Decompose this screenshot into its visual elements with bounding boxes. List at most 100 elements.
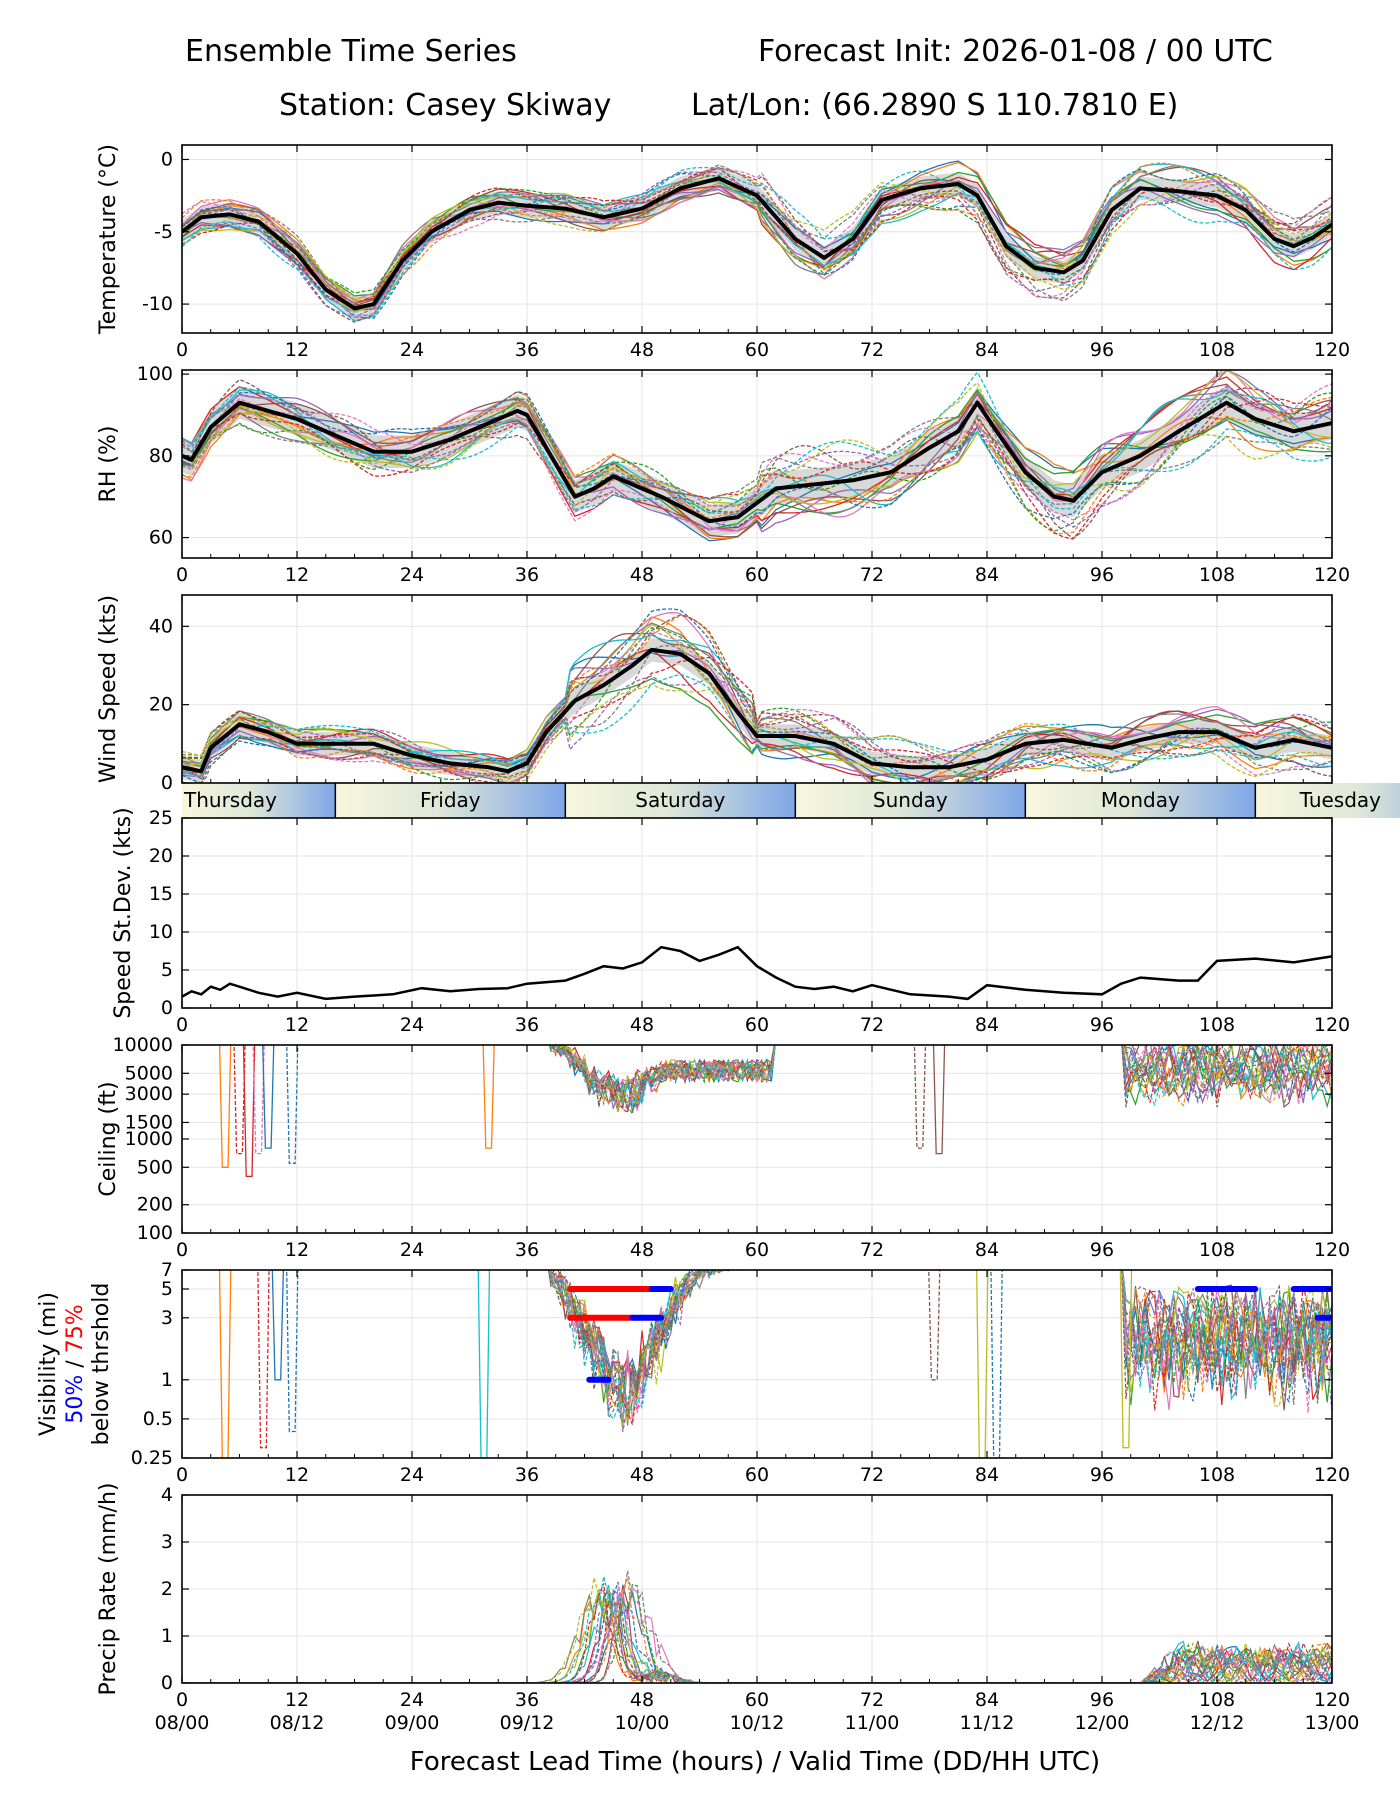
member-line-9: [182, 370, 1332, 506]
day-label-saturday: Saturday: [635, 788, 725, 812]
x-tick-label: 0: [176, 1239, 188, 1261]
grid-rh: [181, 370, 1333, 558]
member-line-1: [549, 1270, 1332, 1392]
threshold-legend-75: 75%: [63, 1304, 88, 1353]
x-ticks-rh: 0 12 24 36 48 60 72 84 96 108 120: [176, 370, 1350, 586]
valid-time-label: 09/00: [385, 1712, 440, 1734]
x-tick-label: 60: [745, 339, 769, 361]
panel-precip_rate: 008/001208/122409/003609/124810/006010/1…: [96, 1483, 1359, 1734]
member-spike: [286, 1270, 299, 1433]
member-line-15: [548, 1270, 1332, 1433]
threshold-legend-50: 50%: [63, 1375, 88, 1424]
day-band-segment: [1025, 783, 1256, 818]
y-tick-label: 80: [149, 445, 173, 467]
y-tick-label: 25: [149, 807, 173, 829]
y-axis-label: Temperature (°C): [96, 144, 121, 335]
x-tick-label: 120: [1314, 339, 1350, 361]
figure-title-left: Ensemble Time Series: [185, 34, 517, 69]
x-tick-label: 72: [860, 564, 884, 586]
x-ticks-visibility: 0 12 24 36 48 60 72 84 96 108 120: [176, 1270, 1350, 1486]
x-ticks-speed_stdev: 0 12 24 36 48 60 72 84 96 108 120: [176, 818, 1350, 1036]
y-axis-label: Ceiling (ft): [96, 1081, 121, 1196]
y-tick-label: 3: [161, 1307, 173, 1329]
x-tick-label: 108: [1199, 1239, 1235, 1261]
x-tick-label: 96: [1090, 1464, 1114, 1486]
member-line-11: [549, 1270, 1332, 1426]
x-tick-label: 48: [630, 1239, 654, 1261]
valid-time-label: 13/00: [1305, 1712, 1360, 1734]
member-spike: [913, 1045, 927, 1149]
member-line-18: [182, 398, 1332, 505]
plot-area-visibility: [218, 1270, 1332, 1458]
member-spike: [975, 1270, 989, 1458]
day-band-segments: [182, 783, 1400, 818]
x-tick-label: 108: [1199, 1464, 1235, 1486]
x-tick-label: 96: [1090, 564, 1114, 586]
plot-area-speed_stdev: [182, 945, 1332, 1001]
ensemble-mean-line: [182, 176, 1332, 311]
y-tick-label: 0: [161, 148, 173, 170]
y-tick-label: 40: [149, 615, 173, 637]
x-tick-label: 24: [400, 1014, 424, 1036]
member-spike: [1119, 1270, 1133, 1449]
x-tick-label: 0: [176, 1689, 188, 1711]
valid-time-label: 11/12: [960, 1712, 1015, 1734]
member-line-20: [182, 673, 1332, 777]
member-spike: [252, 1045, 265, 1155]
x-tick-label: 36: [515, 1464, 539, 1486]
x-tick-label: 120: [1314, 1239, 1350, 1261]
x-tick-label: 96: [1090, 1689, 1114, 1711]
x-tick-label: 12: [285, 1464, 309, 1486]
member-spike: [286, 1045, 299, 1165]
x-tick-label: 12: [285, 1239, 309, 1261]
y-axis-label: Speed St.Dev. (kts): [111, 807, 136, 1018]
y-tick-label: 1000: [125, 1128, 173, 1150]
member-spike: [233, 1045, 246, 1155]
y-tick-label: 5: [161, 1278, 173, 1300]
member-line-19: [182, 381, 1332, 507]
y-tick-label: 3000: [125, 1083, 173, 1105]
threshold-legend-sep: /: [63, 1353, 88, 1374]
x-tick-label: 84: [975, 339, 999, 361]
member-line-10: [182, 389, 1332, 506]
x-tick-label: 72: [860, 339, 884, 361]
member-line-19: [550, 1270, 1332, 1427]
x-tick-label: 24: [400, 1689, 424, 1711]
x-tick-label: 84: [975, 564, 999, 586]
member-line-17: [549, 1270, 1332, 1414]
y-axis-label: Wind Speed (kts): [96, 595, 121, 783]
valid-time-label: 08/12: [270, 1712, 325, 1734]
x-ticks-ceiling: 0 12 24 36 48 60 72 84 96 108 120: [176, 1045, 1350, 1261]
x-tick-label: 24: [400, 564, 424, 586]
valid-time-label: 08/00: [155, 1712, 210, 1734]
day-band-segment: [1255, 783, 1400, 818]
y-tick-label: 0.25: [131, 1447, 173, 1469]
y-tick-label: 200: [137, 1194, 173, 1216]
y-tick-label: 100: [137, 1222, 173, 1244]
x-tick-label: 60: [745, 1464, 769, 1486]
member-line-16: [182, 378, 1332, 540]
x-tick-label: 12: [285, 564, 309, 586]
valid-time-label: 10/00: [615, 1712, 670, 1734]
member-line-5: [547, 1270, 1332, 1397]
member-line-13: [548, 1270, 1332, 1417]
panel-rh: 0 12 24 36 48 60 72 84 96 108 120 100 80 60 RH (%): [96, 363, 1350, 586]
y-tick-label: 5000: [125, 1062, 173, 1084]
day-band-segment: [182, 783, 336, 818]
x-tick-label: 36: [515, 339, 539, 361]
x-tick-label: 24: [400, 339, 424, 361]
threshold-legend-suffix: below thrshold: [89, 1283, 114, 1446]
x-tick-label: 48: [630, 1014, 654, 1036]
member-line-11: [550, 1045, 1332, 1113]
member-spike: [271, 1270, 285, 1381]
plot-area-temperature: [182, 160, 1332, 323]
x-tick-label: 48: [630, 339, 654, 361]
panel-temperature: 0 12 24 36 48 60 72 84 96 108 120 0 -5 -10 Temperature…: [96, 144, 1350, 361]
y-tick-label: 0: [161, 1672, 173, 1694]
member-spike: [932, 1045, 946, 1155]
member-line-17: [550, 1045, 1332, 1105]
x-tick-label: 108: [1199, 339, 1235, 361]
x-tick-label: 72: [860, 1689, 884, 1711]
spread-band-rh: [182, 386, 1332, 538]
y-ticks-rh: 100 80 60: [137, 363, 1332, 549]
